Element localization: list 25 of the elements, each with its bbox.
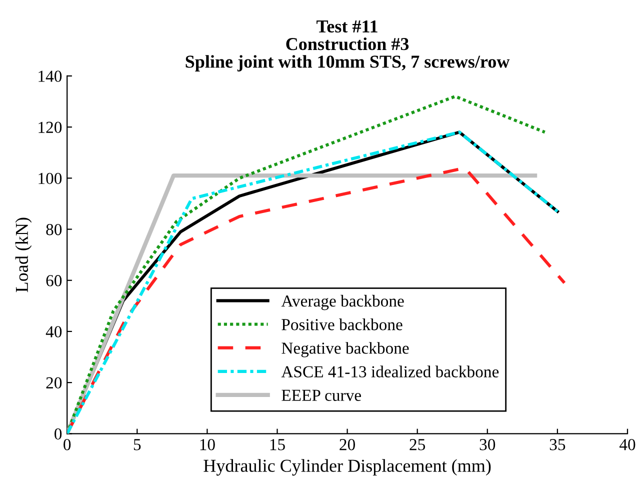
legend-label: ASCE 41-13 idealized backbone: [281, 366, 499, 378]
y-tick-label: 100: [38, 172, 62, 184]
legend-label: Positive backbone: [282, 318, 402, 330]
x-axis-title: Hydraulic Cylinder Displacement (mm): [204, 459, 491, 476]
x-tick-label: 35: [550, 439, 566, 450]
legend-label: Negative backbone: [282, 342, 409, 358]
x-tick-label: 5: [134, 439, 141, 450]
y-tick-label: 120: [38, 122, 62, 133]
y-tick-label: 20: [46, 377, 62, 388]
x-tick-label: 25: [410, 439, 426, 450]
legend-label: Average backbone: [281, 294, 404, 310]
x-tick-label: 30: [480, 438, 496, 450]
y-tick-label: 80: [46, 224, 62, 236]
x-tick-label: 0: [64, 438, 71, 450]
y-tick-label: 0: [54, 428, 62, 440]
y-tick-label: 60: [46, 275, 62, 286]
x-tick-label: 15: [270, 439, 285, 450]
legend-label: EEEP curve: [282, 390, 361, 401]
x-tick-label: 40: [619, 438, 636, 450]
x-tick-label: 20: [340, 438, 355, 450]
y-axis-title: Load (kN): [15, 218, 32, 292]
x-tick-label: 10: [200, 438, 215, 450]
chart-title: Test #11 Construction #3 Spline joint with 10mm STS, 7 screws/row: [186, 20, 510, 72]
y-tick-label: 40: [46, 326, 62, 338]
y-tick-label: 140: [38, 70, 62, 82]
